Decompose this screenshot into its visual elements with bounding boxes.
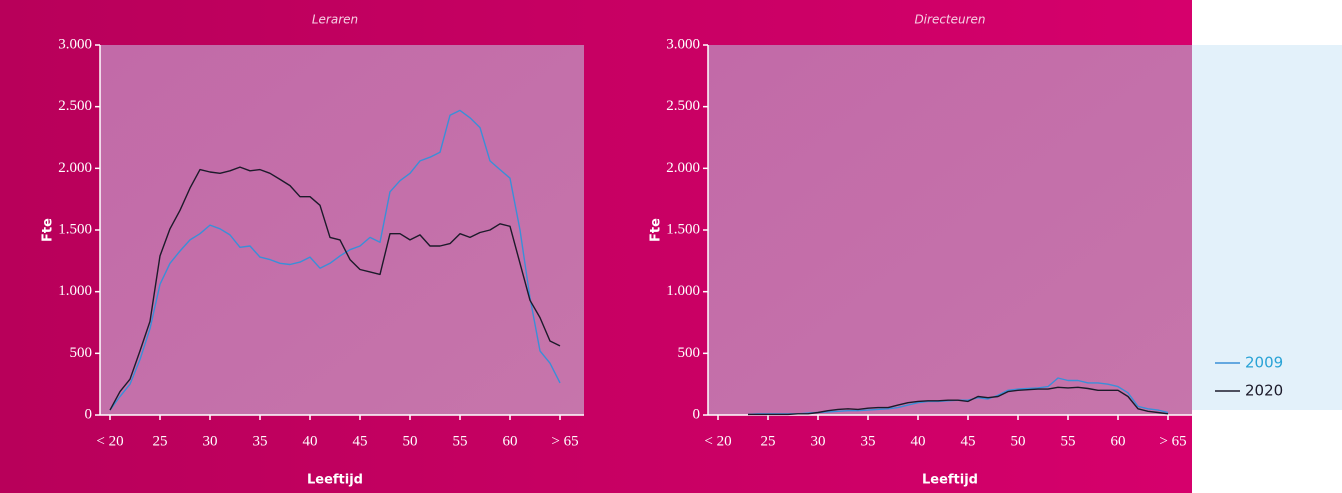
x-tick-label: > 65 <box>551 433 578 449</box>
x-tick-label: 45 <box>961 433 976 449</box>
y-tick-label: 1.500 <box>666 221 700 237</box>
y-tick-label: 1.000 <box>58 283 92 299</box>
x-tick-label: 25 <box>761 433 776 449</box>
legend-panel <box>1192 45 1342 410</box>
x-axis-label: Leeftijd <box>922 473 978 488</box>
x-tick-label: < 20 <box>704 433 731 449</box>
chart-title: Directeuren <box>914 13 985 27</box>
y-tick-label: 1.000 <box>666 283 700 299</box>
y-tick-label: 500 <box>70 345 93 361</box>
x-tick-label: 50 <box>1011 433 1026 449</box>
chart-title: Leraren <box>312 13 358 27</box>
data-line <box>748 386 1169 416</box>
y-tick-label: 0 <box>693 406 701 422</box>
x-tick-label: 40 <box>911 433 926 449</box>
x-tick-label: 60 <box>503 433 518 449</box>
y-tick-label: 500 <box>678 345 701 361</box>
x-tick-label: 25 <box>153 433 168 449</box>
x-tick-label: 35 <box>253 433 268 449</box>
x-tick-label: 60 <box>1111 433 1126 449</box>
data-line <box>109 166 561 411</box>
data-line <box>109 109 561 411</box>
y-tick-label: 3.000 <box>666 36 700 52</box>
y-axis-label: Fte <box>41 218 56 242</box>
x-tick-label: 55 <box>453 433 468 449</box>
x-tick-label: 35 <box>861 433 876 449</box>
x-tick-label: > 65 <box>1159 433 1186 449</box>
plot-area <box>100 45 584 415</box>
x-tick-label: 45 <box>353 433 368 449</box>
y-tick-label: 0 <box>85 406 93 422</box>
x-tick-label: 40 <box>303 433 318 449</box>
plot-area <box>708 45 1192 415</box>
y-tick-label: 1.500 <box>58 221 92 237</box>
x-tick-label: < 20 <box>96 433 123 449</box>
x-tick-label: 30 <box>811 433 826 449</box>
legend-label: 2020 <box>1245 382 1283 400</box>
x-tick-label: 55 <box>1061 433 1076 449</box>
y-tick-label: 2.000 <box>58 160 92 176</box>
x-axis-label: Leeftijd <box>307 473 363 488</box>
y-tick-label: 2.500 <box>58 98 92 114</box>
y-tick-label: 2.500 <box>666 98 700 114</box>
x-tick-label: 30 <box>203 433 218 449</box>
legend-label: 2009 <box>1245 354 1283 372</box>
y-tick-label: 3.000 <box>58 36 92 52</box>
x-tick-label: 50 <box>403 433 418 449</box>
y-axis-label: Fte <box>649 218 664 242</box>
y-tick-label: 2.000 <box>666 160 700 176</box>
